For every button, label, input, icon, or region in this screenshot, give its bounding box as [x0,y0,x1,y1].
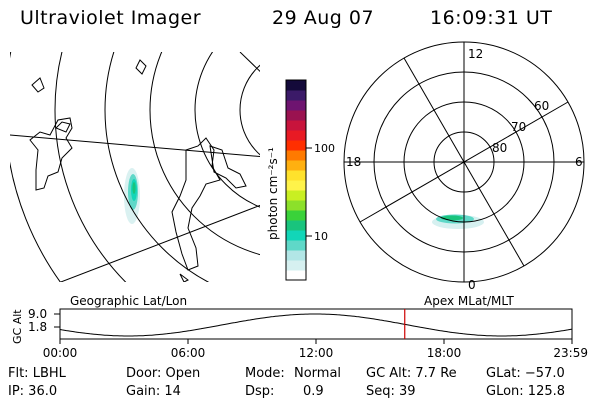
colorbar-swatch [286,110,306,121]
mlt-label-12: 12 [468,47,483,61]
colorbar: 100 10 photon cm⁻²s⁻¹ [266,79,335,281]
colorbar-label-10: 10 [314,230,328,243]
mlt-label-6: 6 [575,155,583,169]
colorbar-swatch [286,120,306,131]
instrument-title: Ultraviolet Imager [20,7,202,29]
colorbar-swatch [286,170,306,181]
mlt-label-18: 18 [346,155,361,169]
colorbar-swatch [286,240,306,251]
door-info: Door: Open [126,366,201,381]
time-tick-label: 06:00 [171,346,206,360]
gain-info: Gain: 14 [126,384,181,399]
glon-info: GLon: 125.8 [486,384,566,399]
colorbar-label-100: 100 [314,142,335,155]
seq-info: Seq: 39 [366,384,416,399]
meridian-lines [10,52,260,282]
colorbar-swatch [286,190,306,201]
altitude-curve [59,313,573,337]
altitude-timeline: 9.0 1.8 GC Alt 00:00 06:00 12:00 18:00 23:59 [11,307,588,360]
geographic-map [10,52,260,282]
time-tick-label: 00:00 [43,346,78,360]
colorbar-swatch [286,140,306,151]
glat-info: GLat: −57.0 [486,366,565,381]
time-tick-label: 18:00 [427,346,462,360]
dsp-label: Dsp: [245,384,275,399]
colorbar-unit-label: photon cm⁻²s⁻¹ [266,147,280,240]
mode-label: Mode: [245,366,285,381]
mlat-label-60: 60 [534,99,549,113]
colorbar-swatch [286,210,306,221]
time-tick-label: 12:00 [299,346,334,360]
geo-aurora-emission [124,168,140,224]
mlat-label-80: 80 [492,141,507,155]
colorbar-swatch [286,100,306,111]
colorbar-swatch [286,200,306,211]
gc-alt-info: GC Alt: 7.7 Re [366,366,457,381]
dsp-value: 0.9 [303,384,324,399]
colorbar-swatch [286,90,306,101]
latitude-circles [10,52,260,282]
colorbar-swatch [286,160,306,171]
colorbar-swatch [286,180,306,191]
coastlines [29,59,247,282]
polar-diagonal-b [359,101,569,223]
mode-value: Normal [294,366,342,381]
colorbar-swatch [286,130,306,141]
colorbar-swatch [286,270,306,281]
polar-caption: Apex MLat/MLT [424,294,514,308]
alt-label-low: 1.8 [28,320,47,334]
colorbar-swatch [286,80,306,91]
colorbar-swatch [286,150,306,161]
colorbar-swatch [286,230,306,241]
alt-axis-label: GC Alt [11,309,24,344]
colorbar-swatch [286,260,306,271]
polar-plot: 12 0 18 6 60 70 80 [343,41,585,292]
filter-info: Flt: LBHL [8,366,66,381]
observation-time: 16:09:31 UT [430,7,553,29]
geographic-caption: Geographic Lat/Lon [70,294,187,308]
mlt-label-0: 0 [468,278,476,292]
alt-label-high: 9.0 [28,307,47,321]
colorbar-swatch [286,250,306,261]
ip-info: IP: 36.0 [8,384,58,399]
mlat-label-70: 70 [511,120,526,134]
time-tick-label: 23:59 [553,346,588,360]
colorbar-swatch [286,220,306,231]
observation-date: 29 Aug 07 [272,7,375,29]
